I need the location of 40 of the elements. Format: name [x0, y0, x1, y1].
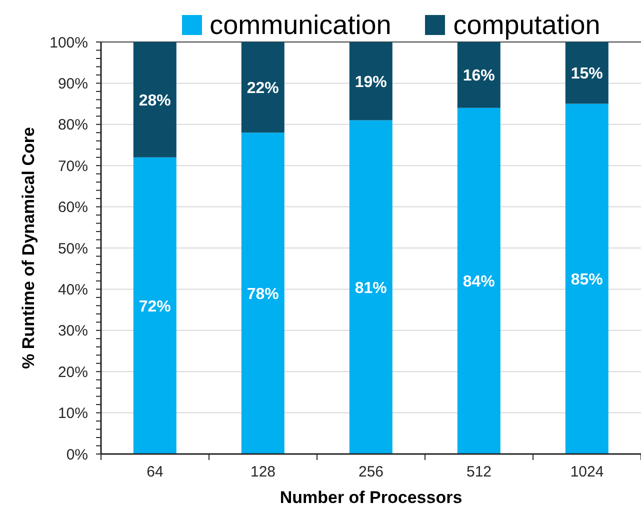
data-label: 19% [354, 74, 387, 91]
y-tick-label: 100% [50, 34, 88, 52]
y-tick-label: 60% [58, 199, 88, 216]
x-tick-label: 512 [466, 464, 492, 481]
data-label: 78% [246, 286, 279, 303]
y-tick-label: 50% [58, 240, 88, 258]
y-tick-label: 20% [58, 364, 88, 381]
data-label: 85% [570, 272, 603, 289]
x-tick-label: 128 [250, 464, 276, 481]
y-tick-label: 0% [66, 446, 88, 464]
y-tick-label: 90% [58, 76, 88, 93]
data-label: 72% [138, 298, 171, 316]
legend-label: communication [210, 10, 392, 40]
data-label: 16% [462, 68, 495, 85]
data-label: 15% [570, 66, 603, 83]
bar [565, 42, 608, 104]
bar [241, 132, 284, 454]
bar [349, 42, 392, 120]
data-label: 22% [246, 80, 279, 97]
bar [457, 108, 500, 454]
x-axis-title: Number of Processors [280, 488, 462, 507]
bar [349, 120, 392, 454]
bar [133, 157, 176, 454]
bar [133, 42, 176, 158]
x-tick-label: 1024 [570, 464, 604, 481]
y-tick-label: 70% [58, 158, 88, 175]
bar [565, 104, 608, 454]
y-tick-label: 40% [58, 282, 88, 299]
data-label: 81% [354, 280, 387, 297]
legend-label: computation [453, 10, 600, 40]
y-tick-label: 30% [58, 322, 88, 340]
y-tick-label: 80% [58, 116, 88, 134]
bar [241, 42, 284, 133]
bar [457, 42, 500, 108]
y-tick-label: 10% [58, 405, 88, 422]
x-tick-label: 64 [146, 464, 164, 481]
data-label: 28% [138, 92, 171, 110]
data-label: 84% [462, 274, 495, 291]
x-tick-label: 256 [358, 464, 384, 481]
y-axis-title: % Runtime of Dynamical Core [19, 127, 38, 369]
